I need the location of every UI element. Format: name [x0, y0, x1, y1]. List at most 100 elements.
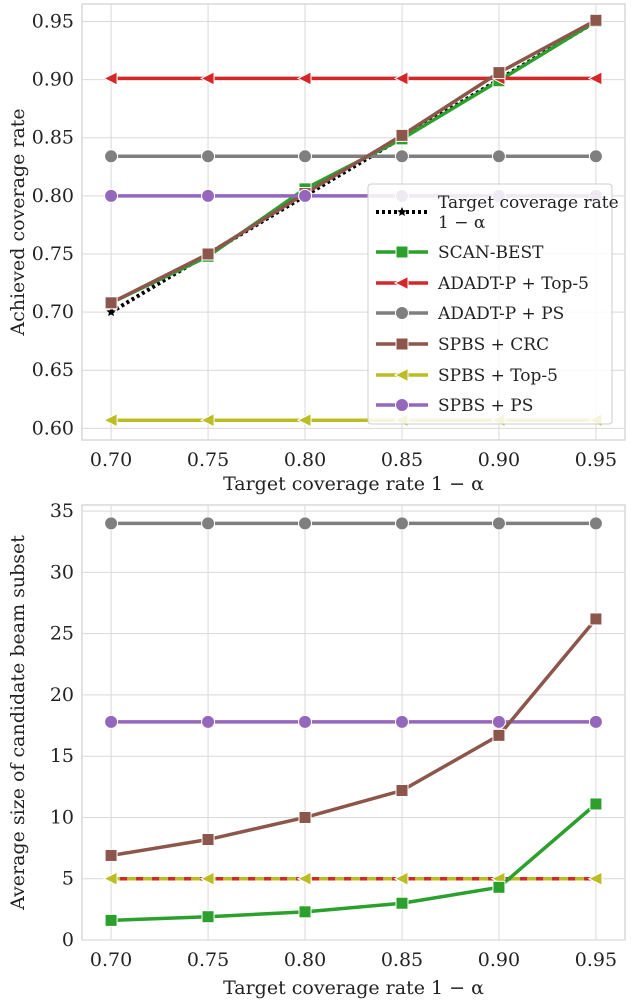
- data-point: [588, 714, 603, 729]
- legend-entry: SPBS + Top-5: [376, 366, 558, 386]
- data-point: [395, 784, 409, 798]
- y-tick-label: 15: [50, 745, 74, 767]
- y-tick-label: 0.85: [32, 127, 74, 149]
- data-point: [199, 71, 215, 86]
- x-axis-label: Target coverage rate 1 − α: [223, 473, 484, 495]
- x-tick-label: 0.95: [575, 449, 617, 471]
- data-point: [492, 880, 506, 894]
- data-point: [395, 128, 409, 142]
- legend-entry: SCAN-BEST: [376, 243, 544, 263]
- x-tick-label: 0.85: [381, 449, 423, 471]
- legend-label: SPBS + Top-5: [438, 366, 558, 386]
- legend: Target coverage rate 1 − α SCAN-BEST ADADT-…: [367, 183, 619, 425]
- data-point: [394, 714, 409, 729]
- data-point: [491, 714, 506, 729]
- data-point: [491, 516, 506, 531]
- subset-size-chart: 0.70 0.75 0.80 0.85 0.90 0.95 0 5 10 15 20 25 30 35 Ta…: [7, 500, 626, 999]
- legend-marker: [393, 367, 409, 383]
- data-point: [589, 612, 603, 626]
- legend-entry: SPBS + CRC: [376, 335, 549, 355]
- y-tick-label: 0.70: [32, 301, 74, 323]
- data-point: [201, 516, 216, 531]
- legend-entry: ADADT-P + PS: [376, 304, 564, 324]
- series-line: [110, 18, 597, 305]
- data-point: [296, 71, 312, 86]
- legend-label: ADADT-P + PS: [437, 304, 564, 324]
- data-point: [201, 910, 215, 924]
- data-point: [201, 188, 216, 203]
- data-point: [298, 905, 312, 919]
- data-point: [104, 149, 119, 164]
- data-point: [296, 871, 312, 887]
- data-point: [199, 871, 215, 887]
- data-point: [296, 412, 312, 428]
- legend-label: SPBS + PS: [438, 396, 533, 416]
- data-point: [102, 71, 118, 86]
- y-tick-label: 20: [50, 684, 74, 706]
- data-point: [199, 412, 215, 428]
- y-tick-label: 5: [62, 868, 74, 890]
- data-point: [491, 149, 506, 164]
- data-point: [298, 714, 313, 729]
- data-point: [588, 516, 603, 531]
- data-point: [587, 71, 603, 86]
- x-tick-label: 0.80: [284, 449, 326, 471]
- series-adadt-p-top-5: [102, 71, 603, 86]
- x-tick-label: 0.70: [90, 949, 132, 971]
- data-point: [395, 896, 409, 910]
- data-point: [394, 149, 409, 164]
- legend-marker: [393, 275, 409, 291]
- data-point: [587, 871, 603, 887]
- legend-label: SCAN-BEST: [438, 243, 544, 263]
- legend-entry: Target coverage rate 1 − α: [376, 193, 619, 233]
- x-tick-label: 0.75: [187, 449, 229, 471]
- data-point: [588, 149, 603, 164]
- series-adadt-p-ps: [104, 516, 603, 531]
- series-line: [110, 19, 597, 314]
- data-point: [393, 871, 409, 887]
- legend-label: SPBS + CRC: [438, 335, 549, 355]
- y-tick-label: 25: [50, 623, 74, 645]
- data-point: [104, 714, 119, 729]
- series-scan-best: [104, 797, 603, 927]
- data-point: [201, 833, 215, 847]
- legend-entry: ADADT-P + Top-5: [376, 274, 589, 294]
- data-point: [298, 188, 313, 203]
- data-point: [201, 714, 216, 729]
- data-point: [298, 149, 313, 164]
- y-tick-label: 0: [62, 929, 74, 951]
- data-point: [104, 296, 118, 310]
- x-tick-label: 0.70: [90, 449, 132, 471]
- legend-marker: [395, 245, 409, 259]
- y-tick-label: 30: [50, 561, 74, 583]
- x-tick-label: 0.90: [478, 449, 520, 471]
- coverage-chart: 0.70 0.75 0.80 0.85 0.90 0.95 0.60 0.65 0.70 0.75…: [7, 3, 626, 495]
- y-tick-label: 0.95: [32, 10, 74, 32]
- y-tick-label: 0.90: [32, 69, 74, 91]
- data-point: [393, 71, 409, 86]
- data-point: [298, 810, 312, 824]
- y-axis-label: Achieved coverage rate: [7, 108, 29, 336]
- y-tick-label: 10: [50, 806, 74, 828]
- x-tick-label: 0.85: [381, 949, 423, 971]
- data-point: [102, 871, 118, 887]
- y-tick-label: 35: [50, 500, 74, 522]
- series-line: [110, 617, 598, 858]
- data-point: [201, 149, 216, 164]
- series-spbs-crc: [104, 612, 603, 862]
- data-point: [104, 848, 118, 862]
- y-tick-label: 0.65: [32, 359, 74, 381]
- x-axis-label: Target coverage rate 1 − α: [223, 977, 484, 999]
- legend-entry: SPBS + PS: [376, 396, 533, 416]
- data-point: [106, 307, 116, 317]
- legend-marker: [397, 207, 407, 217]
- y-tick-label: 0.75: [32, 243, 74, 265]
- x-tick-label: 0.75: [187, 949, 229, 971]
- y-tick-label: 0.80: [32, 185, 74, 207]
- legend-label: ADADT-P + Top-5: [437, 274, 589, 294]
- legend-label: Target coverage rate 1 − α: [438, 193, 619, 233]
- data-point: [492, 66, 506, 80]
- data-point: [102, 412, 118, 428]
- data-point: [104, 516, 119, 531]
